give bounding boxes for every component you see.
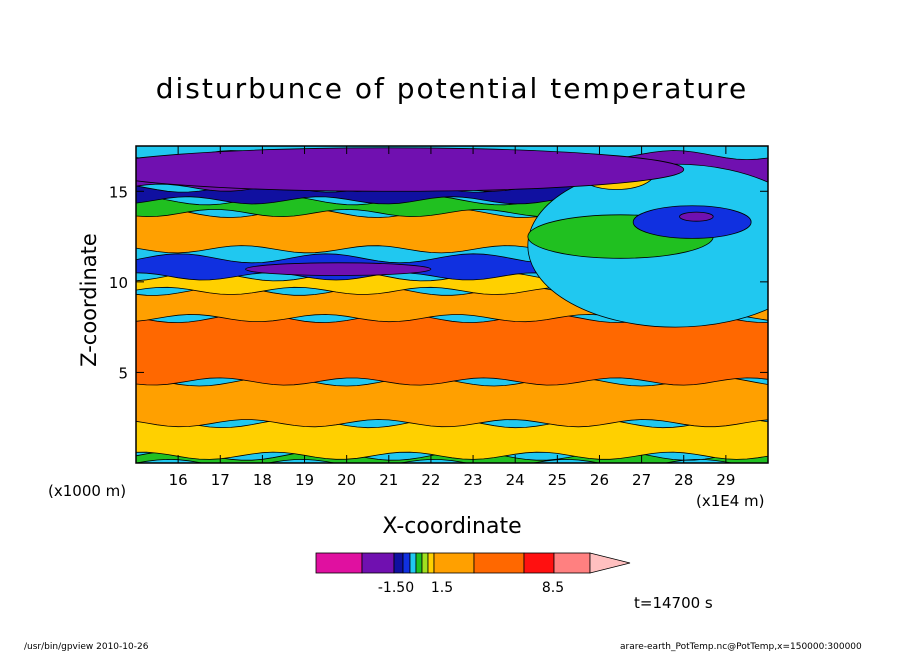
colorbar: -1.50 1.5 8.5 [315, 552, 631, 596]
x-tick-label: 26 [590, 471, 609, 489]
x-tick-label: 19 [295, 471, 314, 489]
colorbar-swatch [409, 552, 417, 574]
blob-purple [679, 211, 714, 222]
layer-near-surface [136, 418, 768, 460]
time-label: t=14700 s [634, 594, 713, 612]
colorbar-swatch [393, 552, 404, 574]
footer-left: /usr/bin/gpview 2010-10-26 [24, 642, 149, 652]
x-tick-label: 18 [253, 471, 272, 489]
x-tick-label: 29 [716, 471, 735, 489]
colorbar-label: 8.5 [542, 580, 564, 596]
x-tick-label: 25 [548, 471, 567, 489]
x-axis: 16 17 18 19 20 21 22 23 24 25 26 27 28 29 [169, 146, 735, 489]
colorbar-swatch [523, 552, 555, 574]
colorbar-arrow [589, 552, 631, 574]
x-unit-left: (x1000 m) [48, 482, 127, 500]
x-tick-label: 20 [337, 471, 356, 489]
colorbar-swatch [402, 552, 411, 574]
colorbar-swatch [427, 552, 435, 574]
x-axis-label: X-coordinate [382, 514, 522, 539]
x-tick-label: 27 [632, 471, 651, 489]
x-unit-right: (x1E4 m) [696, 492, 765, 510]
plot-frame [135, 145, 769, 464]
colorbar-label: 1.5 [431, 580, 453, 596]
colorbar-swatch [361, 552, 395, 574]
y-tick-label: 5 [118, 364, 128, 382]
blob-blue [632, 205, 752, 239]
x-tick-label: 28 [674, 471, 693, 489]
x-tick-label: 24 [506, 471, 525, 489]
layer-mid [136, 313, 768, 386]
y-tick-label: 15 [109, 183, 128, 201]
blob-layer [136, 147, 768, 328]
y-axis-label: Z-coordinate [77, 233, 101, 367]
y-axis: 5 10 15 [109, 183, 768, 382]
blob-purple-top [136, 147, 685, 192]
x-tick-label: 16 [169, 471, 188, 489]
x-tick-label: 23 [464, 471, 483, 489]
y-tick-label: 10 [109, 274, 128, 292]
chart-title: disturbunce of potential temperature [155, 72, 749, 105]
footer-right: arare-earth_PotTemp.nc@PotTemp,x=150000:… [620, 642, 862, 652]
x-tick-label: 17 [211, 471, 230, 489]
colorbar-swatch [421, 552, 429, 574]
colorbar-swatch [415, 552, 423, 574]
x-tick-label: 21 [379, 471, 398, 489]
colorbar-swatch [473, 552, 525, 574]
x-tick-label: 22 [421, 471, 440, 489]
colorbar-swatch [553, 552, 591, 574]
colorbar-swatch [433, 552, 475, 574]
colorbar-label: -1.50 [378, 580, 414, 596]
blob-purple-low [245, 262, 432, 276]
colorbar-swatch [315, 552, 363, 574]
layer-low [136, 376, 768, 428]
